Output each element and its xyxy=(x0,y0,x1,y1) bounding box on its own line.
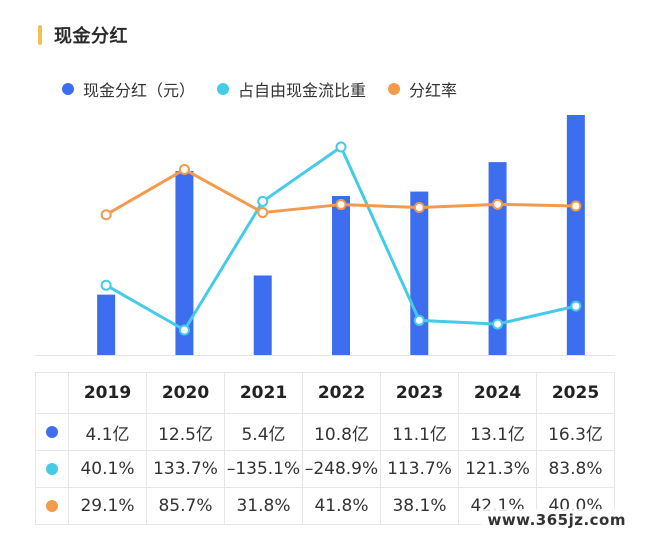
legend-dot-fcf-share xyxy=(217,83,230,95)
data-table: 2019 2020 2021 2022 2023 2024 2025 4.1亿 12.5亿 5.… xyxy=(35,372,615,525)
legend-label-payout-ratio: 分红率 xyxy=(409,81,458,100)
page-title: 现金分红 xyxy=(54,26,128,47)
row-dot-payout-ratio xyxy=(46,500,58,512)
point-fcf-share-2020 xyxy=(178,324,190,336)
table-row-marker xyxy=(35,450,69,488)
point-fcf-share-2025 xyxy=(570,300,582,312)
table-row-marker xyxy=(35,487,69,525)
table-header-year: 2021 xyxy=(224,372,303,414)
section-header: 现金分红 xyxy=(38,22,128,48)
legend-dot-cash-dividend xyxy=(62,83,74,95)
point-fcf-share-2023 xyxy=(413,314,425,326)
point-payout-ratio-2019 xyxy=(100,209,112,221)
table-cell-cash-dividend: 5.4亿 xyxy=(224,413,303,451)
point-payout-ratio-2020 xyxy=(178,163,190,175)
table-cell-payout-ratio: 29.1% xyxy=(68,487,147,525)
table-header-year: 2019 xyxy=(68,372,147,414)
table-cell-cash-dividend: 16.3亿 xyxy=(536,413,615,451)
row-dot-cash-dividend xyxy=(46,426,58,438)
table-cell-fcf-share: 121.3% xyxy=(458,450,537,488)
chart-legend: 现金分红（元） 占自由现金流比重 分红率 xyxy=(62,77,479,101)
table-row-cash-dividend: 4.1亿 12.5亿 5.4亿 10.8亿 11.1亿 13.1亿 16.3亿 xyxy=(35,413,615,451)
table-cell-payout-ratio: 31.8% xyxy=(224,487,303,525)
legend-label-fcf-share: 占自由现金流比重 xyxy=(238,81,367,100)
table-cell-payout-ratio: 85.7% xyxy=(146,487,225,525)
legend-item-cash-dividend[interactable]: 现金分红（元） xyxy=(62,77,195,101)
table-cell-fcf-share: 113.7% xyxy=(380,450,459,488)
bar-2021 xyxy=(253,275,272,355)
table-header-year: 2024 xyxy=(458,372,537,414)
point-payout-ratio-2025 xyxy=(570,200,582,212)
table-cell-fcf-share: 83.8% xyxy=(536,450,615,488)
table-cell-cash-dividend: 12.5亿 xyxy=(146,413,225,451)
table-cell-cash-dividend: 10.8亿 xyxy=(302,413,381,451)
table-header-year: 2025 xyxy=(536,372,615,414)
table-cell-fcf-share: 133.7% xyxy=(146,450,225,488)
table-cell-cash-dividend: 4.1亿 xyxy=(68,413,147,451)
table-header-row: 2019 2020 2021 2022 2023 2024 2025 xyxy=(35,372,615,414)
table-corner-cell xyxy=(35,372,69,414)
point-fcf-share-2024 xyxy=(492,318,504,330)
table-row-fcf-share: 40.1% 133.7% –135.1% –248.9% 113.7% 121.3% 83.… xyxy=(35,450,615,488)
table-cell-cash-dividend: 13.1亿 xyxy=(458,413,537,451)
bar-2025 xyxy=(566,115,585,355)
bar-2022 xyxy=(332,195,350,355)
point-fcf-share-2019 xyxy=(100,279,112,291)
table-cell-payout-ratio: 41.8% xyxy=(302,487,381,525)
legend-label-cash-dividend: 现金分红（元） xyxy=(83,81,196,100)
point-fcf-share-2022 xyxy=(335,141,347,153)
point-payout-ratio-2023 xyxy=(413,202,425,214)
bar-2024 xyxy=(488,162,507,355)
legend-item-fcf-share[interactable]: 占自由现金流比重 xyxy=(217,77,366,101)
table-cell-cash-dividend: 11.1亿 xyxy=(380,413,459,451)
table-header-year: 2023 xyxy=(380,372,459,414)
header-accent-bar xyxy=(38,25,42,45)
point-payout-ratio-2024 xyxy=(492,198,504,210)
point-fcf-share-2021 xyxy=(257,195,269,207)
table-row-marker xyxy=(35,413,69,451)
table-header-year: 2020 xyxy=(146,372,225,414)
watermark: www.365jz.com xyxy=(481,509,632,531)
table-cell-fcf-share: –135.1% xyxy=(224,450,303,488)
bar-2019 xyxy=(97,294,116,355)
point-payout-ratio-2021 xyxy=(257,207,269,219)
table-cell-fcf-share: 40.1% xyxy=(68,450,147,488)
point-payout-ratio-2022 xyxy=(335,199,347,211)
legend-dot-payout-ratio xyxy=(388,83,401,95)
combo-chart xyxy=(35,115,615,356)
legend-item-payout-ratio[interactable]: 分红率 xyxy=(388,77,457,101)
table-cell-payout-ratio: 38.1% xyxy=(380,487,459,525)
table-header-year: 2022 xyxy=(302,372,381,414)
bar-2020 xyxy=(175,170,194,355)
bar-2023 xyxy=(410,191,429,355)
row-dot-fcf-share xyxy=(46,463,58,475)
table-cell-fcf-share: –248.9% xyxy=(302,450,381,488)
